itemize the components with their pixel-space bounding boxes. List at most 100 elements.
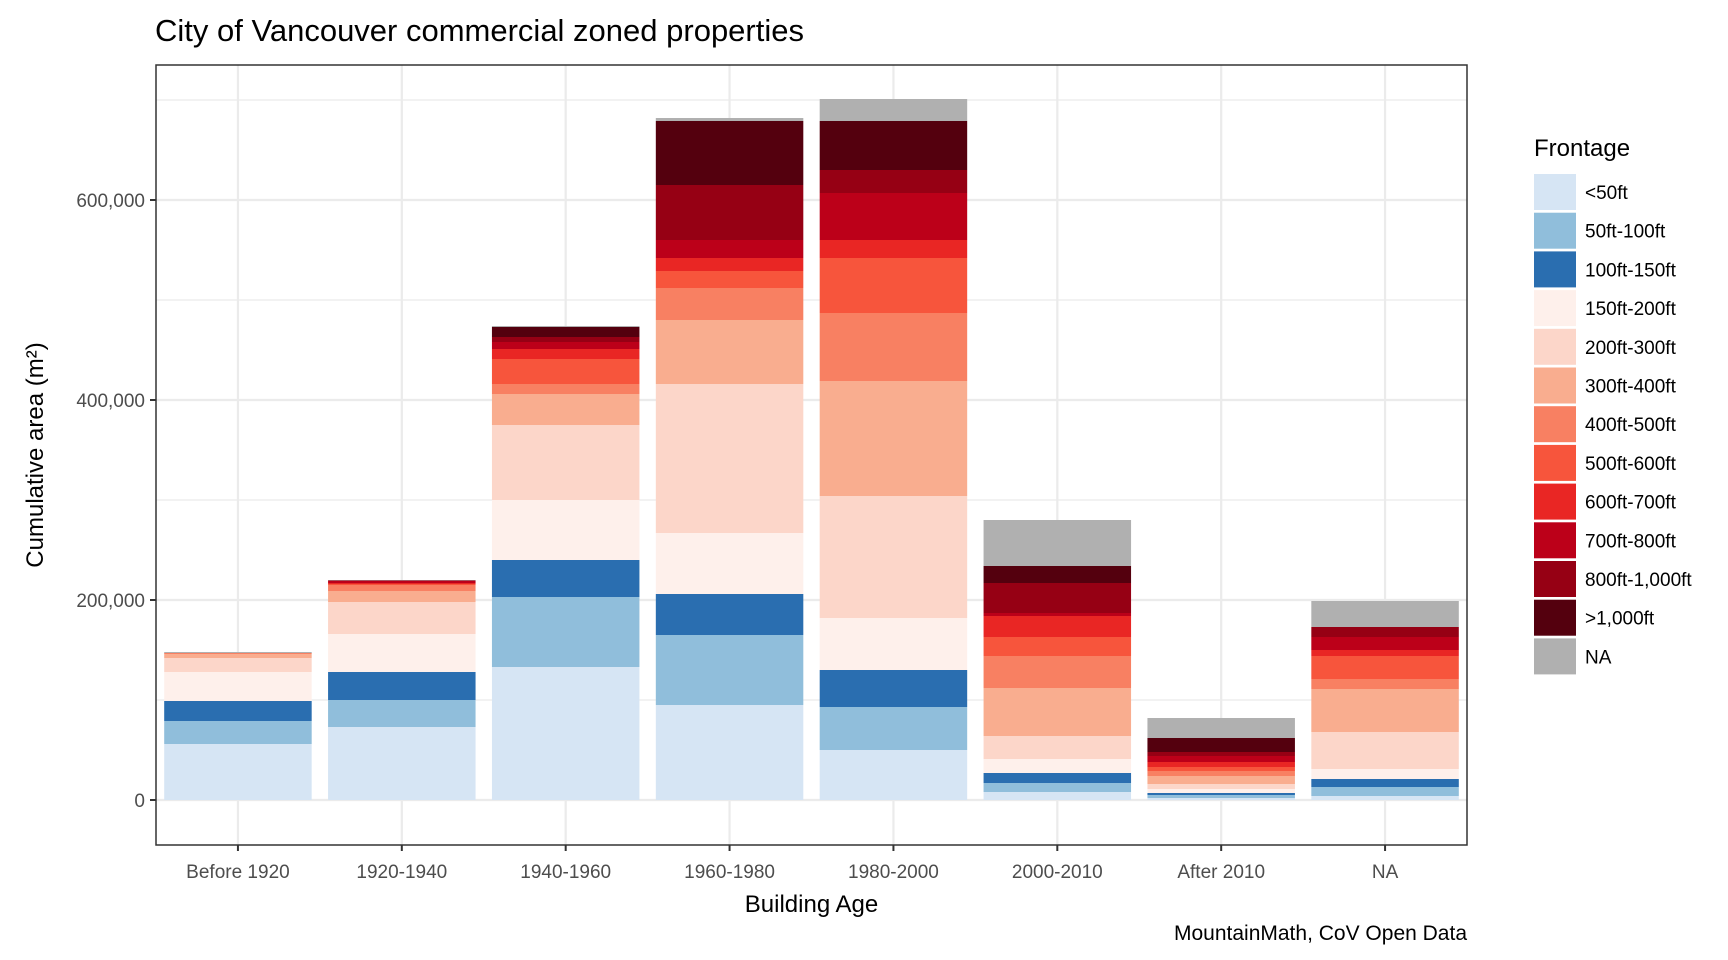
bar-segment [983,566,1132,583]
bar-segment [164,653,312,654]
bar-segment [983,688,1132,736]
bar-segment [1147,784,1295,789]
bar-segment [1147,789,1295,793]
bars [164,99,1459,800]
bar-segment [491,384,640,394]
bar-segment [491,342,640,349]
bar-stack [328,580,476,800]
y-tick-label: 400,000 [76,391,145,412]
bar-segment [491,349,640,359]
bar-segment [491,425,640,500]
legend-label: 200ft-300ft [1585,338,1677,359]
bar-segment [819,193,968,240]
bar-segment [819,750,968,800]
bar-segment [164,654,312,658]
legend-key [1534,290,1576,327]
bar-segment [1147,752,1295,756]
bar-segment [655,118,804,121]
x-tick-label: After 2010 [1177,862,1265,883]
bar-segment [328,584,476,585]
bar-segment [1311,656,1459,679]
bar-segment [819,670,968,707]
x-tick-label: 1980-2000 [848,862,939,883]
bar-segment [328,591,476,602]
bar-segment [983,583,1132,613]
bar-segment [164,701,312,721]
bar-segment [1311,779,1459,787]
bar-segment [328,583,476,584]
legend-label: 100ft-150ft [1585,260,1677,281]
bar-segment [655,384,804,533]
bar-segment [819,121,968,170]
bar-stack [491,326,640,800]
bar-segment [1311,732,1459,769]
bar-segment [491,326,640,327]
bar-segment [655,121,804,185]
bar-segment [983,736,1132,759]
x-tick-label: 1940-1960 [520,862,611,883]
legend-key [1534,251,1576,288]
bar-stack [655,118,804,800]
bar-stack [819,99,968,800]
bar-segment [819,258,968,313]
bar-segment [819,170,968,193]
bar-segment [328,585,476,591]
bar-stack [983,520,1132,800]
bar-segment [1147,756,1295,762]
bar-segment [328,581,476,583]
bar-segment [1311,796,1459,800]
bar-segment [491,337,640,342]
x-tick-label: 1920-1940 [356,862,447,883]
bar-segment [655,185,804,240]
bar-segment [1147,795,1295,798]
bar-segment [164,721,312,744]
bar-segment [655,635,804,705]
bar-segment [819,99,968,121]
bar-stack [1147,718,1295,800]
bar-stack [1311,601,1459,800]
legend: Frontage <50ft 50ft-100ft 100ft-150ft 150ft… [1534,135,1692,675]
bar-segment [164,658,312,672]
legend-label: 500ft-600ft [1585,454,1677,475]
bar-segment [1311,689,1459,732]
bar-segment [983,656,1132,688]
bar-segment [983,773,1132,783]
bar-segment [983,613,1132,616]
legend-label: NA [1585,647,1612,668]
bar-segment [491,359,640,384]
legend-key [1534,522,1576,559]
bar-segment [819,313,968,381]
bar-segment [1147,762,1295,767]
y-tick-label: 200,000 [76,591,145,612]
bar-segment [655,594,804,635]
bar-segment [655,533,804,594]
bar-segment [819,707,968,750]
legend-label: 50ft-100ft [1585,222,1666,243]
caption: MountainMath, CoV Open Data [1174,922,1467,945]
chart-title: City of Vancouver commercial zoned prope… [155,13,804,48]
bar-segment [164,744,312,800]
legend-key [1534,561,1576,597]
bar-segment [1147,738,1295,752]
legend-key [1534,599,1576,636]
legend-label: 800ft-1,000ft [1585,570,1692,591]
bar-segment [819,240,968,258]
bar-segment [328,700,476,727]
bar-segment [983,783,1132,792]
legend-title: Frontage [1534,135,1630,162]
x-tick-label: 1960-1980 [684,862,775,883]
bar-segment [491,597,640,667]
bar-segment [819,496,968,618]
legend-label: 700ft-800ft [1585,531,1677,552]
bar-segment [655,288,804,320]
legend-label: 150ft-200ft [1585,299,1677,320]
bar-segment [328,580,476,581]
y-axis: 0 200,000 400,000 600,000 [76,191,156,812]
legend-key [1534,212,1576,249]
x-axis-title: Building Age [745,891,878,918]
bar-segment [983,759,1132,773]
bar-segment [164,672,312,701]
legend-label: <50ft [1585,183,1629,204]
legend-label: 600ft-700ft [1585,493,1677,514]
legend-label: 300ft-400ft [1585,377,1677,398]
